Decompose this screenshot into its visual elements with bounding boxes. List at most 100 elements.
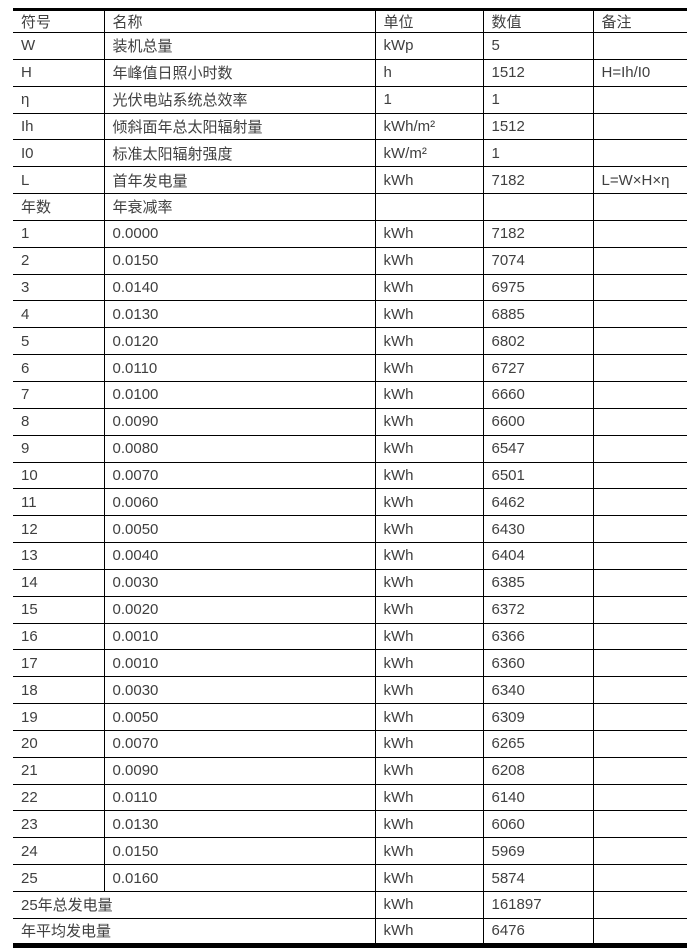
table-cell: 25年总发电量	[13, 891, 376, 919]
table-row: 21 0.0090 kWh 6208	[13, 756, 687, 785]
table-row: 17 0.0010 kWh 6360	[13, 649, 687, 678]
table-header-row: 符号 名称 单位 数值 备注	[13, 9, 687, 33]
table-body: W 装机总量 kWp 5 H 年峰值日照小时数 h 1512 H=Ih/I0 η 光伏电站系统总效率…	[13, 32, 687, 947]
table-cell: L=W×H×η	[592, 166, 687, 195]
table-cell: 17	[13, 649, 105, 678]
table-cell: 6727	[482, 354, 594, 382]
table-cell: kWh	[374, 837, 484, 866]
table-row: 10 0.0070 kWh 6501	[13, 461, 687, 490]
table-cell: 7	[13, 380, 105, 409]
table-cell: 0.0060	[103, 488, 376, 517]
table-cell: 19	[13, 703, 105, 731]
table-cell: 24	[13, 837, 105, 866]
table-cell	[592, 810, 687, 839]
table-row: 6 0.0110 kWh 6727	[13, 354, 687, 382]
table-row: 25年总发电量 kWh 161897	[13, 891, 687, 919]
table-cell: 6372	[482, 595, 594, 624]
table-cell: 13	[13, 542, 105, 570]
table-cell	[592, 380, 687, 409]
table-row: I0 标准太阳辐射强度 kW/m² 1	[13, 139, 687, 168]
table-cell: kWh	[374, 300, 484, 329]
table-cell	[592, 327, 687, 356]
table-cell	[482, 193, 594, 221]
table-row: H 年峰值日照小时数 h 1512 H=Ih/I0	[13, 58, 687, 87]
table-cell: 0.0100	[103, 380, 376, 409]
table-cell: kWh	[374, 917, 484, 947]
table-cell	[592, 891, 687, 919]
table-cell: kWh	[374, 380, 484, 409]
table-cell: kWh	[374, 273, 484, 302]
table-cell: 0.0010	[103, 622, 376, 651]
table-cell: 12	[13, 515, 105, 544]
table-cell: 1	[13, 219, 105, 248]
table-cell: 5874	[482, 864, 594, 892]
table-cell: kWh	[374, 461, 484, 490]
table-cell: 0.0020	[103, 595, 376, 624]
table-cell: kWh	[374, 327, 484, 356]
table-cell	[592, 407, 687, 436]
table-cell: 7074	[482, 246, 594, 275]
table-cell	[592, 703, 687, 731]
table-cell: 6265	[482, 729, 594, 758]
table-row: 23 0.0130 kWh 6060	[13, 810, 687, 839]
table-cell: 0.0000	[103, 219, 376, 248]
table-cell: 6140	[482, 783, 594, 812]
table-cell: 0.0030	[103, 568, 376, 597]
table-cell: kWh	[374, 542, 484, 570]
table-cell: kWh	[374, 434, 484, 463]
table-cell: kWh	[374, 568, 484, 597]
table-cell: 0.0070	[103, 461, 376, 490]
table-row: 9 0.0080 kWh 6547	[13, 434, 687, 463]
table-row: 2 0.0150 kWh 7074	[13, 246, 687, 275]
table-cell: 6802	[482, 327, 594, 356]
table-cell	[592, 676, 687, 705]
table-cell: 7182	[482, 219, 594, 248]
table-row: 14 0.0030 kWh 6385	[13, 568, 687, 597]
table-cell: 装机总量	[103, 32, 376, 60]
table-cell: 0.0110	[103, 354, 376, 382]
table-cell: 倾斜面年总太阳辐射量	[103, 112, 376, 141]
table-cell: 8	[13, 407, 105, 436]
table-cell: kWh	[374, 864, 484, 892]
table-row: 4 0.0130 kWh 6885	[13, 300, 687, 329]
table-cell: 1512	[482, 58, 594, 87]
table-row: 12 0.0050 kWh 6430	[13, 515, 687, 544]
table-cell	[592, 568, 687, 597]
table-cell: 0.0110	[103, 783, 376, 812]
table-cell	[592, 622, 687, 651]
table-cell	[592, 85, 687, 114]
table-row: 7 0.0100 kWh 6660	[13, 380, 687, 409]
table-row: 1 0.0000 kWh 7182	[13, 219, 687, 248]
table-cell: 首年发电量	[103, 166, 376, 195]
table-cell	[592, 756, 687, 785]
table-cell: Ih	[13, 112, 105, 141]
table-cell: 6660	[482, 380, 594, 409]
table-cell: 6	[13, 354, 105, 382]
table-cell: kWh	[374, 595, 484, 624]
table-cell: 6462	[482, 488, 594, 517]
table-cell: 5969	[482, 837, 594, 866]
table-cell: kWh	[374, 354, 484, 382]
table-cell: 15	[13, 595, 105, 624]
table-cell: 3	[13, 273, 105, 302]
table-cell	[592, 354, 687, 382]
table-cell	[592, 112, 687, 141]
table-cell: kWh	[374, 407, 484, 436]
table-cell: 16	[13, 622, 105, 651]
table-cell: 6309	[482, 703, 594, 731]
table-cell: kWh/m²	[374, 112, 484, 141]
table-row: 8 0.0090 kWh 6600	[13, 407, 687, 436]
table-cell: 6600	[482, 407, 594, 436]
table-cell: 6360	[482, 649, 594, 678]
table-cell: H	[13, 58, 105, 87]
table-cell: 6975	[482, 273, 594, 302]
table-cell: 年衰减率	[103, 193, 376, 221]
table-cell: 0.0140	[103, 273, 376, 302]
table-cell: 0.0010	[103, 649, 376, 678]
col-header-symbol: 符号	[13, 9, 105, 33]
table-cell: 0.0130	[103, 300, 376, 329]
table-cell: 0.0090	[103, 756, 376, 785]
col-header-name: 名称	[103, 9, 376, 33]
table-cell	[592, 139, 687, 168]
table-cell: 0.0160	[103, 864, 376, 892]
